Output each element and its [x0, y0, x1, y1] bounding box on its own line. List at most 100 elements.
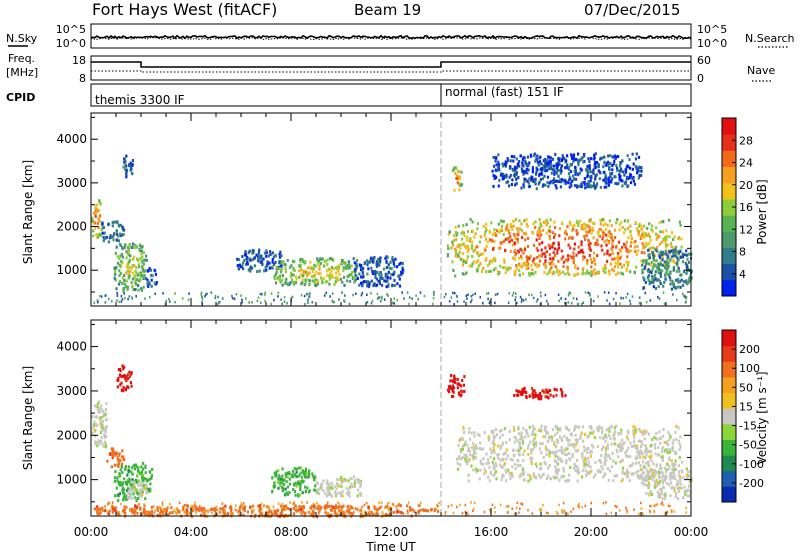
echo-cell: [615, 292, 617, 295]
echo-cell: [131, 284, 134, 288]
echo-cell: [456, 300, 459, 303]
echo-cell: [139, 488, 142, 492]
echo-cell: [96, 405, 99, 409]
echo-cell: [656, 233, 659, 237]
echo-cell: [622, 297, 625, 300]
echo-cell: [595, 173, 598, 177]
echo-cell: [650, 228, 653, 232]
echo-cell: [537, 473, 541, 477]
echo-cell: [150, 284, 153, 288]
echo-cell: [372, 270, 375, 274]
echo-cell: [571, 156, 574, 160]
echo-cell: [142, 266, 145, 270]
echo-cell: [98, 400, 101, 404]
echo-cell: [654, 277, 657, 281]
echo-cell: [683, 280, 686, 284]
echo-cell: [604, 179, 607, 183]
echo-cell: [360, 293, 363, 297]
echo-cell: [679, 475, 682, 479]
echo-cell: [352, 277, 355, 281]
echo-cell: [678, 455, 681, 459]
echo-cell: [656, 245, 659, 249]
echo-cell: [516, 449, 519, 453]
nsearch-label: N.Search: [745, 32, 795, 45]
echo-cell: [146, 487, 149, 491]
echo-cell: [681, 283, 685, 287]
echo-cell: [513, 273, 516, 277]
echo-cell: [625, 165, 628, 169]
echo-cell: [613, 426, 616, 430]
echo-cell: [398, 510, 401, 514]
echo-cell: [511, 507, 514, 510]
echo-cell: [385, 285, 388, 289]
echo-cell: [675, 278, 678, 282]
echo-cell: [493, 472, 496, 476]
echo-cell: [341, 506, 344, 510]
echo-cell: [528, 177, 531, 181]
echo-cell: [534, 159, 537, 163]
echo-cell: [150, 513, 153, 517]
echo-cell: [646, 275, 650, 279]
echo-cell: [398, 277, 401, 281]
echo-cell: [627, 437, 630, 441]
echo-cell: [194, 506, 197, 510]
echo-cell: [98, 199, 101, 203]
echo-cell: [525, 262, 528, 266]
echo-cell: [164, 303, 167, 306]
echo-cell: [302, 269, 305, 273]
echo-cell: [497, 456, 500, 460]
echo-cell: [240, 502, 243, 505]
echo-cell: [517, 233, 520, 237]
echo-cell: [558, 180, 561, 184]
echo-cell: [632, 240, 636, 244]
echo-cell: [598, 228, 601, 232]
echo-cell: [162, 513, 165, 516]
echo-cell: [572, 444, 575, 448]
echo-cell: [556, 248, 559, 252]
echo-cell: [191, 504, 193, 508]
echo-cell: [332, 300, 334, 303]
echo-cell: [566, 154, 569, 158]
echo-cell: [504, 248, 507, 252]
echo-cell: [551, 257, 554, 261]
echo-cell: [145, 488, 148, 492]
echo-cell: [458, 455, 461, 459]
echo-cell: [662, 427, 665, 431]
echo-cell: [647, 476, 650, 480]
echo-cell: [515, 182, 518, 185]
echo-cell: [505, 181, 508, 185]
echo-cell: [432, 302, 434, 306]
echo-cell: [512, 219, 515, 223]
echo-cell: [380, 273, 383, 277]
echo-cell: [118, 452, 121, 456]
echo-cell: [138, 249, 142, 253]
echo-cell: [314, 283, 317, 287]
echo-cell: [567, 243, 570, 247]
echo-cell: [525, 232, 528, 236]
echo-cell: [566, 163, 569, 167]
echo-cell: [663, 280, 666, 284]
echo-cell: [661, 252, 664, 256]
echo-cell: [124, 387, 128, 391]
echo-cell: [456, 462, 459, 465]
echo-cell: [270, 292, 273, 295]
echo-cell: [476, 227, 479, 231]
echo-cell: [263, 251, 266, 255]
echo-cell: [315, 270, 318, 274]
echo-cell: [662, 291, 665, 294]
echo-cell: [391, 257, 394, 261]
echo-cell: [111, 509, 114, 512]
echo-cell: [457, 224, 460, 228]
echo-cell: [506, 159, 510, 162]
echo-cell: [398, 284, 402, 288]
echo-cell: [482, 462, 485, 466]
echo-cell: [597, 470, 600, 474]
echo-cell: [669, 494, 672, 498]
echo-cell: [573, 242, 576, 246]
echo-cell: [110, 505, 113, 508]
echo-cell: [652, 275, 655, 279]
echo-cell: [552, 164, 555, 168]
echo-cell: [281, 508, 284, 511]
echo-cell: [337, 484, 340, 488]
